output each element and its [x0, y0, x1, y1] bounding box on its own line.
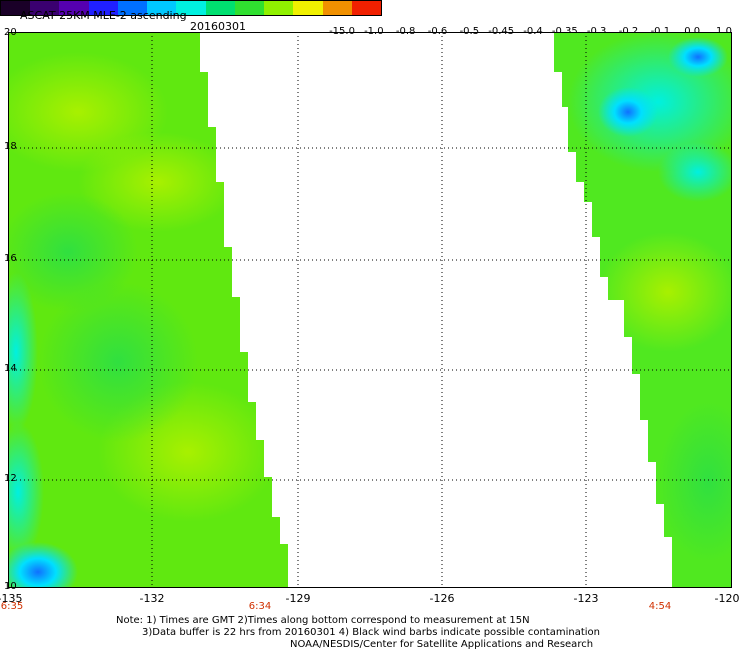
map-frame: [8, 32, 732, 588]
colorbar-swatch: [30, 1, 60, 15]
right-swath: [554, 32, 732, 588]
colorbar-swatch: [293, 1, 323, 15]
lon-label: -135: [0, 592, 23, 605]
colorbar-swatch: [88, 1, 118, 15]
colorbar-swatch: [147, 1, 177, 15]
swath-map: [8, 32, 732, 588]
note-line-2: 3)Data buffer is 22 hrs from 20160301 4)…: [142, 627, 600, 638]
lon-label: -126: [429, 592, 455, 605]
time-label: 6:34: [248, 601, 272, 612]
colorbar-label: -0.35: [551, 26, 578, 37]
colorbar-label: 0.0: [684, 26, 701, 37]
colorbar-swatch: [234, 1, 265, 15]
map-date: 20160301: [190, 20, 246, 33]
lon-label: -123: [573, 592, 599, 605]
colorbar-label: -0.45: [488, 26, 515, 37]
note-line-3: NOAA/NESDIS/Center for Satellite Applica…: [290, 639, 594, 650]
lon-label: -129: [285, 592, 311, 605]
lat-label: 20: [4, 27, 17, 38]
colorbar-swatch: [117, 1, 148, 15]
colorbar-swatch: [351, 1, 382, 15]
colorbar-label: -0.1: [650, 26, 671, 37]
lon-label: -120: [714, 592, 740, 605]
colorbar-label: -0.3: [586, 26, 607, 37]
colorbar-swatch: [205, 1, 235, 15]
colorbar-label: -0.2: [618, 26, 639, 37]
colorbar-swatch: [322, 1, 352, 15]
colorbar-swatch: [176, 1, 206, 15]
left-swath: [8, 32, 288, 588]
colorbar-label: -15.0: [329, 26, 355, 37]
colorbar-swatch: [59, 1, 89, 15]
lat-label: 18: [4, 141, 17, 152]
lat-label: 14: [4, 363, 17, 374]
lat-label: 16: [4, 253, 17, 264]
time-label: 4:54: [648, 601, 672, 612]
colorbar-label: -1.0: [364, 26, 384, 37]
lon-label: -132: [139, 592, 165, 605]
graticule: [8, 32, 732, 588]
colorbar: [0, 0, 382, 16]
colorbar-label: -0.5: [459, 26, 480, 37]
colorbar-label: 1.0: [716, 26, 732, 37]
colorbar-label: -0.6: [427, 26, 448, 37]
note-line-1: Note: 1) Times are GMT 2)Times along bot…: [116, 615, 530, 626]
colorbar-swatch: [1, 1, 31, 15]
lat-label: 10: [4, 581, 17, 592]
time-label: 6:35: [0, 601, 24, 612]
colorbar-swatch: [264, 1, 294, 15]
colorbar-label: -0.4: [523, 26, 543, 37]
map-title: ASCAT 25KM MLE-2 ascending: [20, 9, 187, 22]
colorbar-label: -0.8: [395, 26, 416, 37]
lat-label: 12: [4, 473, 17, 484]
